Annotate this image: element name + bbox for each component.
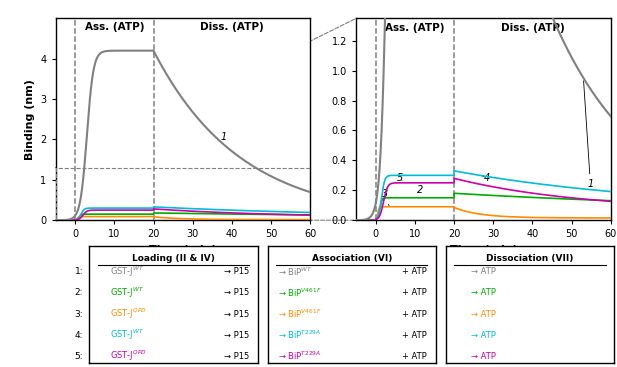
Text: 1: 1 xyxy=(584,81,594,189)
Text: 1:: 1: xyxy=(75,267,83,276)
Text: + ATP: + ATP xyxy=(402,288,427,297)
Text: Diss. (ATP): Diss. (ATP) xyxy=(200,22,263,32)
Y-axis label: Binding (nm): Binding (nm) xyxy=(25,79,35,160)
Text: → ATP: → ATP xyxy=(471,267,496,276)
Text: GST-J$^{QPD}$: GST-J$^{QPD}$ xyxy=(110,307,146,321)
Text: Loading (II & IV): Loading (II & IV) xyxy=(132,254,215,263)
Text: → P15: → P15 xyxy=(224,288,249,297)
Text: 4: 4 xyxy=(481,172,490,182)
Text: 3:: 3: xyxy=(75,309,83,319)
Text: → ATP: → ATP xyxy=(471,309,496,319)
Text: 2:: 2: xyxy=(75,288,83,297)
Text: GST-J$^{WT}$: GST-J$^{WT}$ xyxy=(110,286,144,300)
X-axis label: Time (min): Time (min) xyxy=(450,245,517,255)
Text: → BiP$^{V461F}$: → BiP$^{V461F}$ xyxy=(278,287,321,299)
Text: 3: 3 xyxy=(381,189,389,207)
Text: Ass. (ATP): Ass. (ATP) xyxy=(85,22,144,32)
Text: → P15: → P15 xyxy=(224,331,249,339)
Text: → P15: → P15 xyxy=(224,352,249,361)
Text: → BiP$^{WT}$: → BiP$^{WT}$ xyxy=(278,266,312,278)
Text: → ATP: → ATP xyxy=(471,352,496,361)
Text: → P15: → P15 xyxy=(224,309,249,319)
Text: → BiP$^{V461F}$: → BiP$^{V461F}$ xyxy=(278,308,321,320)
Text: → BiP$^{T229A}$: → BiP$^{T229A}$ xyxy=(278,329,321,341)
Text: + ATP: + ATP xyxy=(402,309,427,319)
Text: + ATP: + ATP xyxy=(402,352,427,361)
Text: + ATP: + ATP xyxy=(402,331,427,339)
Text: GST-J$^{WT}$: GST-J$^{WT}$ xyxy=(110,265,144,279)
Text: Dissociation (VII): Dissociation (VII) xyxy=(486,254,574,263)
Text: → BiP$^{T229A}$: → BiP$^{T229A}$ xyxy=(278,350,321,363)
Text: → ATP: → ATP xyxy=(471,288,496,297)
Text: 2: 2 xyxy=(417,185,423,198)
Text: → P15: → P15 xyxy=(224,267,249,276)
Text: 5: 5 xyxy=(397,172,404,182)
Text: GST-J$^{WT}$: GST-J$^{WT}$ xyxy=(110,328,144,342)
Text: 1: 1 xyxy=(220,132,226,142)
Text: Ass. (ATP): Ass. (ATP) xyxy=(385,23,445,33)
Text: 5:: 5: xyxy=(75,352,83,361)
X-axis label: Time (min): Time (min) xyxy=(149,245,217,255)
Text: + ATP: + ATP xyxy=(402,267,427,276)
Text: 4:: 4: xyxy=(75,331,83,339)
Text: Association (VI): Association (VI) xyxy=(312,254,392,263)
Text: GST-J$^{QPD}$: GST-J$^{QPD}$ xyxy=(110,349,146,363)
Text: → ATP: → ATP xyxy=(471,331,496,339)
Text: Diss. (ATP): Diss. (ATP) xyxy=(500,23,565,33)
